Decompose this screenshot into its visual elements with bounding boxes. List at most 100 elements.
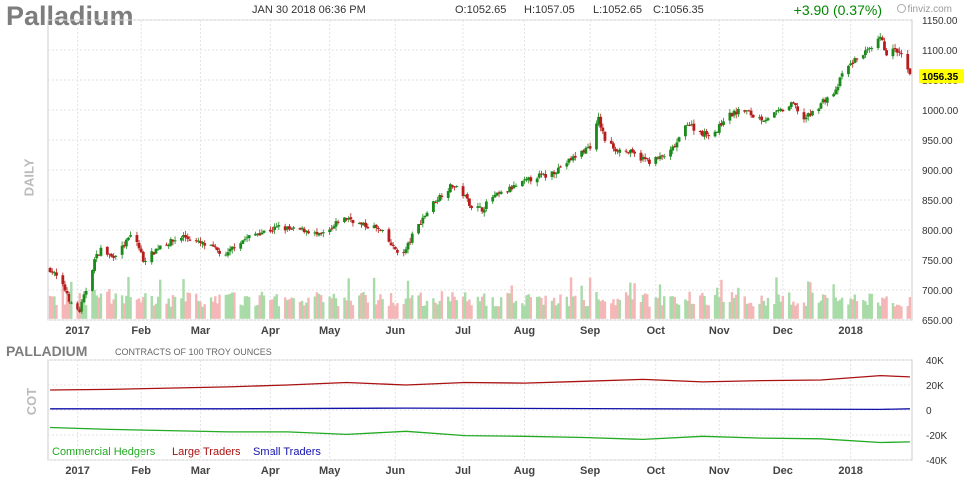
volume-bar bbox=[303, 305, 306, 319]
candle-body bbox=[226, 252, 230, 256]
volume-bar bbox=[766, 297, 770, 319]
candle-body bbox=[673, 145, 677, 147]
candle-body bbox=[713, 131, 717, 137]
candle-body bbox=[878, 36, 882, 39]
candle-body bbox=[319, 232, 323, 234]
candle-body bbox=[648, 159, 651, 164]
candle-body bbox=[478, 206, 482, 208]
volume-bar bbox=[137, 298, 141, 319]
candle-body bbox=[595, 123, 598, 150]
volume-bar bbox=[184, 301, 187, 319]
cot-series-line bbox=[50, 407, 910, 411]
candle-body bbox=[184, 235, 188, 238]
brand-link[interactable]: finviz.com bbox=[896, 4, 952, 15]
candle-body bbox=[821, 99, 825, 103]
datetime-label: JAN 30 2018 06:36 PM bbox=[252, 4, 366, 16]
volume-bar bbox=[612, 299, 615, 319]
price-tick-label: 900.00 bbox=[922, 166, 953, 177]
volume-bar bbox=[790, 304, 793, 319]
candle-body bbox=[758, 117, 761, 119]
price-tick-label: 1000.00 bbox=[922, 106, 959, 117]
volume-bar bbox=[231, 292, 234, 319]
candle-body bbox=[275, 226, 279, 228]
volume-bar bbox=[809, 282, 812, 319]
volume-bar bbox=[91, 291, 94, 319]
candle-body bbox=[626, 152, 630, 154]
volume-bar bbox=[97, 297, 101, 319]
candle-body bbox=[285, 226, 289, 230]
cot-x-tick-label: Nov bbox=[709, 465, 731, 477]
candle-body bbox=[139, 248, 143, 253]
volume-bar bbox=[544, 295, 547, 319]
candle-body bbox=[196, 240, 200, 242]
volume-bar bbox=[775, 277, 778, 319]
volume-bar bbox=[881, 297, 884, 319]
volume-bar bbox=[423, 305, 427, 319]
volume-bar bbox=[332, 293, 336, 319]
volume-bar bbox=[669, 296, 672, 319]
candle-body bbox=[451, 185, 454, 187]
candle-body bbox=[173, 240, 177, 242]
candle-body bbox=[99, 247, 103, 256]
candle-body bbox=[304, 230, 308, 233]
candle-body bbox=[436, 200, 440, 202]
volume-bar bbox=[82, 297, 86, 319]
volume-bar bbox=[663, 296, 666, 319]
candle-body bbox=[290, 228, 293, 230]
candle-body bbox=[760, 116, 764, 121]
candle-body bbox=[423, 215, 427, 218]
volume-bar bbox=[466, 301, 469, 319]
candle-body bbox=[419, 223, 423, 225]
candle-body bbox=[95, 254, 99, 259]
volume-bar bbox=[834, 297, 837, 319]
volume-bar bbox=[641, 294, 645, 319]
candle-body bbox=[506, 191, 509, 193]
volume-bar bbox=[675, 303, 679, 319]
volume-bar bbox=[627, 295, 630, 319]
cot-x-tick-label: Dec bbox=[773, 465, 793, 477]
candle-body bbox=[794, 103, 797, 106]
volume-bar bbox=[895, 304, 899, 319]
volume-bar bbox=[99, 293, 103, 319]
x-tick-label: Nov bbox=[709, 325, 731, 337]
volume-bar bbox=[703, 295, 706, 319]
volume-bar bbox=[120, 295, 124, 319]
candle-body bbox=[260, 232, 264, 235]
volume-bar bbox=[167, 298, 170, 319]
volume-bar bbox=[580, 285, 583, 319]
volume-bar bbox=[574, 295, 577, 319]
candle-body bbox=[779, 108, 783, 111]
volume-bar bbox=[527, 294, 530, 319]
volume-bar bbox=[381, 299, 384, 319]
cot-tick-label: 40K bbox=[926, 356, 944, 367]
candle-body bbox=[864, 50, 867, 56]
volume-bar bbox=[705, 304, 708, 319]
candle-body bbox=[360, 222, 363, 225]
volume-bar bbox=[639, 302, 643, 319]
candle-body bbox=[453, 186, 456, 188]
candle-body bbox=[838, 77, 842, 86]
candle-body bbox=[671, 146, 675, 151]
candle-body bbox=[224, 254, 228, 256]
candle-body bbox=[300, 227, 304, 230]
candle-body bbox=[730, 112, 734, 117]
volume-bar bbox=[633, 283, 636, 319]
candle-body bbox=[417, 224, 420, 234]
candle-body bbox=[379, 229, 382, 231]
x-tick-label: Mar bbox=[191, 325, 211, 337]
volume-bar bbox=[419, 292, 422, 319]
candle-body bbox=[751, 114, 755, 118]
volume-bar bbox=[180, 298, 183, 319]
volume-bar bbox=[908, 297, 912, 319]
cot-tick-label: -40K bbox=[926, 456, 947, 467]
cot-x-tick-label: Mar bbox=[191, 465, 211, 477]
candle-body bbox=[811, 111, 814, 116]
volume-bar bbox=[277, 306, 281, 319]
candle-body bbox=[677, 137, 681, 142]
volume-bar bbox=[67, 300, 71, 319]
volume-bar bbox=[629, 282, 632, 319]
candle-body bbox=[792, 102, 795, 104]
volume-bar bbox=[61, 278, 65, 319]
volume-bar bbox=[93, 289, 96, 319]
volume-bar bbox=[379, 294, 382, 319]
